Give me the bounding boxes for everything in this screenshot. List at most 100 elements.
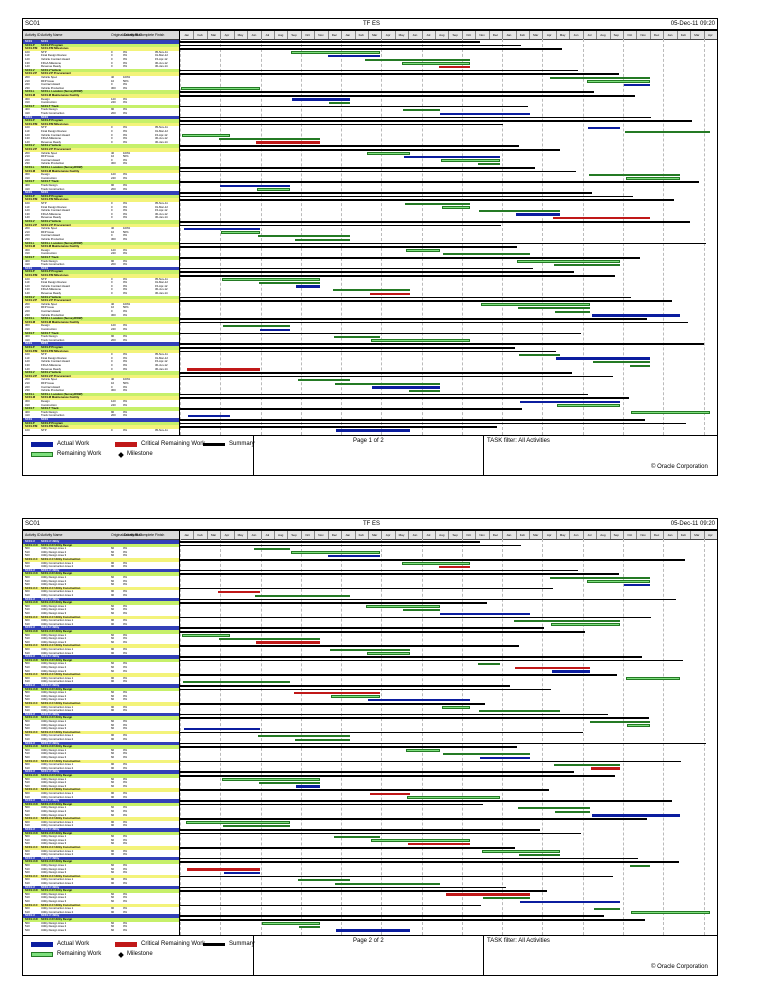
cell-id: SC01 xyxy=(25,191,32,195)
cell-du: 60 xyxy=(111,576,115,579)
grid-line xyxy=(703,539,705,935)
timescale-month: Sep xyxy=(287,31,302,39)
cell-id: SC01 xyxy=(25,40,32,43)
summary-bar xyxy=(180,181,699,183)
cell-pc: 0% xyxy=(123,784,128,788)
grid-line xyxy=(582,39,584,435)
cell-du: 60 xyxy=(111,748,115,752)
cell-nm: SC01.U.C Utility Construction xyxy=(41,702,81,705)
activity-bar xyxy=(365,58,470,61)
cell-id: 140 xyxy=(25,140,30,144)
summary-bar xyxy=(180,616,651,619)
cell-nm: Track Design xyxy=(41,335,58,339)
table-row: SC01.U.C SC01.U.C Utility Construction xyxy=(23,702,179,706)
cell-nm: Utility Design Area 2 xyxy=(41,925,67,929)
cell-du: 90 xyxy=(111,709,115,713)
cell-du: 60 xyxy=(111,547,115,551)
activity-bar xyxy=(482,850,560,853)
activity-bar xyxy=(587,80,650,83)
cell-nm: SC01.U Utility xyxy=(41,885,60,889)
cell-pc: 0% xyxy=(123,637,128,641)
cell-du: 10 xyxy=(111,79,115,83)
summary-bar xyxy=(180,587,553,590)
cell-fn: 05-Nov-11 xyxy=(155,50,168,54)
table-row: 200 Vehicle Spec 40 100% xyxy=(23,151,179,156)
table-row: 220 Contract Award 0 0% xyxy=(23,385,179,390)
table-row: 500 Utility Design Area 1 60 0% xyxy=(23,864,179,868)
table-row: 120 Vehicle Contract Award 0 0% 15-Apr-12 xyxy=(23,284,179,289)
cell-du: 300 xyxy=(111,86,116,90)
cell-pc: 0% xyxy=(123,763,128,767)
cell-pc: 0% xyxy=(123,892,128,896)
table-row: 600 Utility Construction Area 1 90 0% xyxy=(23,676,179,681)
cell-du: 90 xyxy=(111,792,115,795)
summary-bar xyxy=(180,875,613,878)
table-row: 230 Vehicle Production 300 0% xyxy=(23,238,179,242)
timescale-month: Feb xyxy=(355,531,369,539)
cell-id: 300 xyxy=(25,248,30,252)
cell-id: 140 xyxy=(25,65,30,69)
table-row: 600 Utility Construction Area 1 90 0% xyxy=(23,907,179,911)
cell-pc: 0% xyxy=(123,252,128,256)
cell-id: SC01 xyxy=(25,342,32,346)
activity-bar xyxy=(331,695,380,698)
summary-bar xyxy=(180,195,633,198)
summary-bar xyxy=(180,717,649,719)
activity-bar xyxy=(443,252,530,256)
summary-bar xyxy=(180,426,497,428)
cell-pc: 0% xyxy=(123,385,128,389)
cell-nm: NTP xyxy=(41,353,47,357)
cell-du: 60 xyxy=(111,925,115,929)
cell-du: 120 xyxy=(111,248,116,252)
cell-du: 60 xyxy=(111,871,115,875)
cell-du: 90 xyxy=(111,648,115,651)
activity-bar xyxy=(187,368,260,371)
cell-id: 500 xyxy=(25,691,30,695)
cell-pc: 100% xyxy=(123,227,131,231)
cell-nm: SC01.V Vehicle xyxy=(41,68,62,72)
table-row: 310 Construction 240 0% xyxy=(23,403,179,408)
activity-bar xyxy=(594,907,620,911)
cell-id: SC01.U xyxy=(25,626,35,630)
cell-nm: Utility Design Area 1 xyxy=(41,720,67,723)
cell-id: SC01.U.C xyxy=(25,558,38,561)
summary-bar xyxy=(180,832,581,835)
table-row: 500 Utility Design Area 1 60 0% xyxy=(23,662,179,666)
cell-nm: Utility Design Area 1 xyxy=(41,633,67,637)
cell-pc: 0% xyxy=(123,590,128,594)
column-header: Activity Name xyxy=(41,533,63,537)
table-row: 610 Utility Construction Area 2 90 0% xyxy=(23,738,179,742)
activity-bar xyxy=(403,608,440,612)
timescale-month: Apr xyxy=(704,531,717,539)
summary-bar xyxy=(180,829,540,831)
table-row: 520 Utility Design Area 3 60 0% xyxy=(23,928,179,933)
table-row: SC01.U SC01.U Utility xyxy=(23,856,179,861)
cell-du: 0 xyxy=(111,353,113,357)
cell-id: 510 xyxy=(25,723,30,727)
activity-bar xyxy=(366,605,440,608)
timescale-month: Feb xyxy=(355,31,369,39)
cell-nm: Utility Design Area 2 xyxy=(41,810,67,813)
cell-nm: SC01.M Maintenance Facility xyxy=(41,245,80,249)
cell-nm: SC01.V Vehicle xyxy=(41,220,62,223)
cell-nm: Design xyxy=(41,400,50,403)
cell-du: 60 xyxy=(111,756,115,759)
table-row: SC01.U.C SC01.U.C Utility Construction xyxy=(23,903,179,908)
cell-id: 310 xyxy=(25,176,30,180)
timescale-month: Mar xyxy=(368,531,383,539)
copyright: © Oracle Corporation xyxy=(651,964,708,970)
summary-bar xyxy=(180,221,690,223)
cell-du: 200 xyxy=(111,187,116,191)
activity-bar xyxy=(553,216,650,220)
cell-du: 300 xyxy=(111,238,116,241)
cell-fn: 15-Apr-12 xyxy=(155,284,168,288)
activity-table: Activity ID Activity Name Original Duratio… xyxy=(23,531,180,935)
table-row: 220 Contract Award 0 0% xyxy=(23,83,179,87)
summary-bar xyxy=(180,343,704,345)
table-row: 520 Utility Design Area 3 60 0% xyxy=(23,727,179,731)
cell-nm: Revenue Ready xyxy=(41,292,62,295)
cell-du: 60 xyxy=(111,612,115,615)
cell-id: 100 xyxy=(25,50,30,54)
cell-du: 0 xyxy=(111,202,113,205)
summary-bar xyxy=(180,120,692,122)
